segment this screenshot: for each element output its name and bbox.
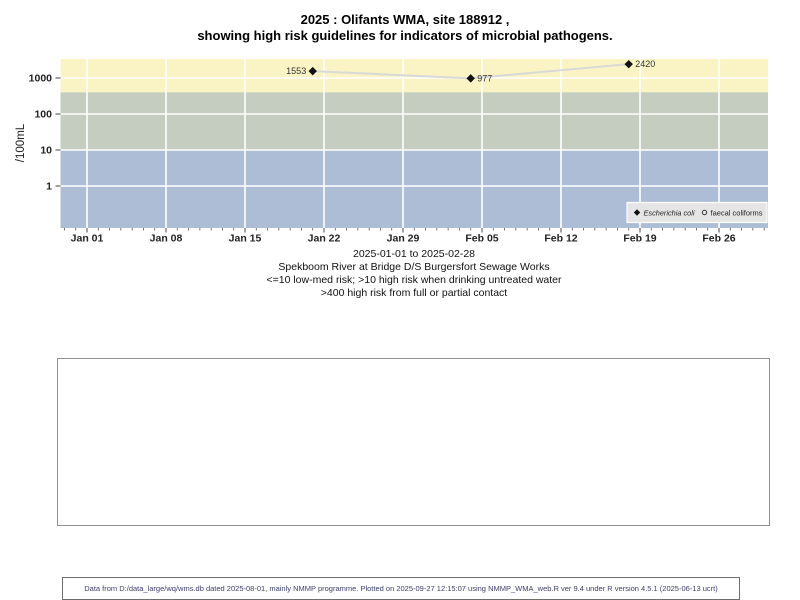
legend-label-faecal-coliforms: faecal coliforms xyxy=(711,208,763,217)
legend-box xyxy=(626,201,768,224)
y-tick-label: 10 xyxy=(40,145,52,157)
chart-title-line1: 2025 : Olifants WMA, site 188912 , xyxy=(300,12,510,27)
y-axis: 1000 100 10 1/100mL xyxy=(15,73,61,193)
x-tick-label: Feb 19 xyxy=(623,233,656,245)
y-tick-label: 1000 xyxy=(29,73,53,85)
risk-bands xyxy=(60,59,768,228)
chart-title: 2025 : Olifants WMA, site 188912 , showi… xyxy=(10,12,800,44)
gridlines xyxy=(60,59,768,228)
x-tick-label: Jan 22 xyxy=(308,233,341,245)
data-point xyxy=(624,59,633,69)
caption-risk-line1: <=10 low-med risk; >10 high risk when dr… xyxy=(266,274,562,286)
risk-band-1 xyxy=(60,92,768,150)
data-point-label: 2420 xyxy=(635,59,655,69)
x-tick-label: Jan 08 xyxy=(150,233,183,245)
footer-text: Data from D:/data_large/wq/wms.db dated … xyxy=(84,584,718,593)
chart-captions: 2025-01-01 to 2025-02-28 Spekboom River … xyxy=(28,248,800,300)
microbial-risk-chart: Jan 01 Jan 08 Jan 15 Jan 22 Jan 29 Feb 05 Feb … xyxy=(15,59,768,245)
x-tick-label: Feb 12 xyxy=(544,233,577,245)
legend-label-ecoli: Escherichia coli xyxy=(644,208,695,217)
x-tick-label: Feb 26 xyxy=(702,233,735,245)
footer-panel: Data from D:/data_large/wq/wms.db dated … xyxy=(62,577,740,600)
chart-title-line2: showing high risk guidelines for indicat… xyxy=(197,28,613,43)
y-tick-label: 100 xyxy=(34,109,52,121)
caption-risk-line2: >400 high risk from full or partial cont… xyxy=(320,287,508,299)
caption-site: Spekboom River at Bridge D/S Burgersfort… xyxy=(278,261,550,273)
data-point xyxy=(466,74,475,83)
x-tick-label: Feb 05 xyxy=(465,233,498,245)
x-axis: Jan 01 Jan 08 Jan 15 Jan 22 Jan 29 Feb 05 Feb … xyxy=(64,228,765,245)
x-tick-label: Jan 15 xyxy=(229,233,262,245)
y-tick-label: 1 xyxy=(46,181,52,193)
data-point xyxy=(308,66,317,76)
ecoli-legend-marker-icon xyxy=(633,209,641,216)
data-point-label: 977 xyxy=(477,73,492,83)
y-axis-title: /100mL xyxy=(15,123,27,162)
x-tick-label: Jan 01 xyxy=(71,233,104,245)
caption-date-range: 2025-01-01 to 2025-02-28 xyxy=(352,248,475,260)
faecal-coliforms-legend-marker-icon xyxy=(701,209,708,216)
x-tick-label: Jan 29 xyxy=(387,233,420,245)
data-series: 1553 977 2420 xyxy=(286,59,655,83)
empty-panel xyxy=(57,358,770,526)
data-point-label: 1553 xyxy=(286,66,306,76)
legend: Escherichia coli faecal coliforms xyxy=(626,201,768,224)
